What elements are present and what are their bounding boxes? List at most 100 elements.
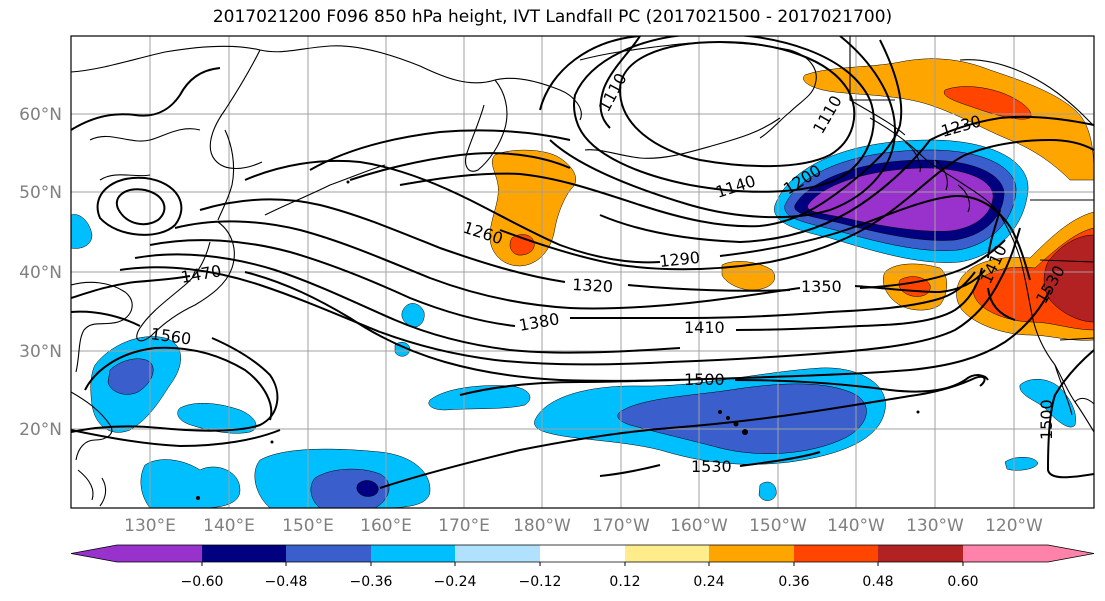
coast-asia-north (71, 45, 582, 121)
colorbar (70, 544, 1095, 566)
contour-1140 (573, 36, 875, 193)
neg-region-wpac-south (140, 459, 241, 508)
colorbar-tick-labels: −0.60 −0.48 −0.36 −0.24 −0.12 0.12 0.24 … (181, 574, 979, 590)
lon-tick-160w: 160°W (670, 516, 728, 536)
coast-kamchatka (465, 79, 508, 172)
colorbar-segment-7 (709, 545, 794, 562)
clabel-1320: 1320 (572, 275, 614, 296)
longitude-ticks: 130°E 140°E 150°E 160°E 170°E 180°W 170°… (124, 516, 1043, 536)
colorbar-segment-0 (71, 545, 202, 562)
neg-region-small4 (1004, 457, 1039, 471)
coast-okhotsk (209, 49, 263, 170)
cbar-tick-3: −0.24 (434, 574, 477, 590)
neg-region-gulf-purple (807, 167, 994, 232)
contour-1500 (71, 310, 1094, 479)
clabel-1410-a: 1410 (684, 318, 725, 337)
coastlines (71, 36, 1094, 507)
map-title: 2017021200 F096 850 hPa height, IVT Land… (212, 7, 893, 27)
cbar-tick-8: 0.48 (862, 574, 893, 590)
coast-island-2 (270, 440, 274, 444)
lon-tick-170w: 170°W (592, 516, 650, 536)
pos-region-westcoast-firebrick (1043, 234, 1094, 323)
contour-1530 (71, 375, 986, 489)
coast-sakhalin (217, 129, 235, 221)
colorbar-segment-4 (455, 545, 540, 562)
coast-alaska (579, 41, 817, 139)
lat-tick-20: 20°N (19, 420, 62, 440)
contour-1110-west (599, 36, 641, 129)
coast-kurils (264, 164, 386, 216)
lat-tick-60: 60°N (19, 105, 62, 125)
neg-region-small5 (1019, 379, 1076, 428)
contour-1290 (244, 159, 1031, 281)
contour-1350 (174, 220, 986, 310)
coast-hawaii-4 (742, 429, 748, 435)
contour-1230 (349, 115, 1094, 244)
contour-1110-east (618, 40, 856, 168)
contour-1410-main (134, 253, 983, 354)
lat-tick-50: 50°N (19, 183, 62, 203)
contour-1260 (309, 129, 1094, 271)
colorbar-segment-6 (625, 545, 709, 562)
coast-hawaii-1 (718, 410, 722, 414)
colorbar-segment-8 (794, 545, 878, 562)
height-contours (71, 36, 1094, 489)
contour-1170-west (71, 67, 221, 131)
cbar-tick-5: 0.12 (609, 574, 640, 590)
cbar-tick-6: 0.24 (693, 574, 724, 590)
contour-1560 (84, 346, 273, 421)
coast-hawaii-2 (726, 416, 730, 420)
lon-tick-180w: 180°W (513, 516, 571, 536)
clabel-1530-a: 1530 (691, 457, 732, 476)
lon-tick-170e: 170°E (438, 516, 490, 536)
contour-1230-inner (96, 176, 183, 236)
lat-tick-30: 30°N (19, 342, 62, 362)
clabel-1500-b: 1500 (1037, 399, 1056, 440)
colorbar-segment-5 (540, 545, 625, 562)
lon-tick-130e: 130°E (124, 516, 176, 536)
coast-baja (1054, 364, 1094, 416)
neg-region-wpac-south2-blue (310, 468, 390, 508)
lon-tick-150w: 150°W (749, 516, 807, 536)
lon-tick-150e: 150°E (282, 516, 334, 536)
neg-region-wpac-south2-navy (356, 480, 379, 497)
coast-japan (136, 221, 235, 342)
plot-frame (70, 35, 1095, 509)
map-layers: 1110 1110 1140 1200 1230 1260 1290 1320 … (71, 36, 1094, 508)
lon-tick-160e: 160°E (360, 516, 412, 536)
coast-island-1 (196, 496, 200, 500)
contour-1530-south (599, 451, 821, 477)
cbar-tick-0: −0.60 (181, 574, 224, 590)
neg-region-japan-west (71, 214, 93, 249)
neg-region-subtrop-blue (617, 383, 867, 454)
contour-1320 (199, 198, 1006, 292)
clabel-1500-a: 1500 (684, 370, 725, 389)
colorbar-segment-9 (878, 545, 963, 562)
coast-bc (869, 117, 1021, 259)
clabel-1350: 1350 (801, 277, 842, 296)
coast-alaska-interior (849, 36, 906, 136)
lon-tick-120w: 120°W (985, 516, 1043, 536)
coast-canada-east (959, 59, 1094, 127)
coast-inner-asia (89, 128, 201, 181)
cbar-tick-7: 0.36 (778, 574, 809, 590)
colorbar-segment-10 (963, 545, 1094, 562)
coast-island-4 (346, 180, 350, 184)
neg-region-dateline-bits (428, 385, 531, 411)
coast-taiwan-phil (77, 469, 107, 507)
contour-1440 (119, 227, 1021, 366)
coast-borders (1030, 199, 1094, 341)
graticule (71, 36, 1094, 508)
pos-region-160w (721, 261, 776, 291)
lon-tick-140e: 140°E (203, 516, 255, 536)
coast-korea-china (71, 281, 133, 373)
contour-1170 (539, 36, 897, 219)
cbar-tick-1: −0.48 (265, 574, 308, 590)
latitude-ticks: 20°N 30°N 40°N 50°N 60°N (19, 105, 62, 440)
contour-1380 (149, 239, 976, 327)
colorbar-segment-2 (286, 545, 371, 562)
cbar-tick-4: −0.12 (519, 574, 562, 590)
colorbar-outline (70, 544, 1095, 563)
cbar-tick-9: 0.60 (947, 574, 978, 590)
